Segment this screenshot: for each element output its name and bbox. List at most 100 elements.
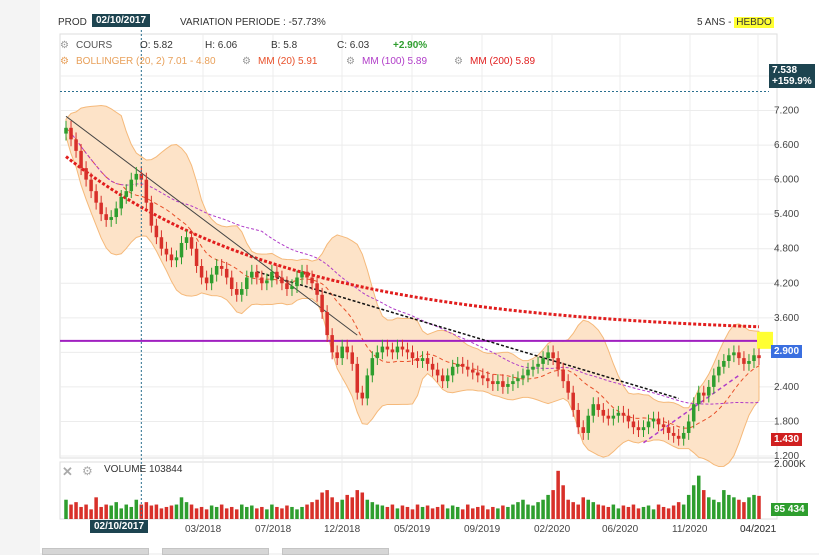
volume-bar — [676, 502, 681, 519]
volume-bar — [405, 506, 410, 519]
volume-bar — [435, 506, 440, 519]
candle-body — [471, 369, 475, 373]
candle-body — [320, 294, 324, 313]
volume-bar — [104, 504, 108, 519]
volume-bar — [114, 502, 118, 519]
volume-bar — [380, 505, 385, 519]
gear-icon[interactable]: ⚙ — [82, 464, 93, 478]
volume-bar — [209, 505, 214, 519]
volume-bar — [184, 502, 189, 519]
candle-body — [270, 271, 274, 281]
volume-bar — [596, 504, 601, 519]
open-value: O: 5.82 — [140, 40, 173, 51]
candle-body — [204, 277, 209, 284]
bollinger-area — [65, 105, 760, 468]
volume-bar — [531, 505, 535, 519]
volume-bar — [355, 490, 360, 519]
volume-bar — [586, 499, 591, 519]
candle-body — [99, 202, 103, 215]
candle-body — [255, 271, 259, 278]
candle-body — [214, 266, 219, 275]
candle-body — [89, 179, 93, 192]
period-selector[interactable]: 5 ANS - HEBDO — [697, 17, 774, 28]
period-hebdo[interactable]: HEBDO — [734, 17, 774, 28]
candle-body — [666, 427, 671, 433]
close-icon[interactable]: ✕ — [62, 464, 73, 479]
volume-bar — [350, 497, 354, 519]
volume-bar — [89, 509, 93, 519]
candle-body — [295, 277, 299, 287]
bottom-tab[interactable] — [162, 548, 269, 555]
bottom-tab[interactable] — [282, 548, 389, 555]
y-tick-label: 3.600 — [774, 313, 799, 324]
gear-icon[interactable]: ⚙ — [346, 56, 355, 67]
candle-body — [546, 352, 550, 359]
volume-bar — [696, 475, 701, 519]
x-tick-label: 06/2020 — [602, 524, 639, 535]
candle-body — [440, 375, 445, 382]
gear-icon[interactable]: ⚙ — [60, 56, 69, 67]
bottom-tab[interactable] — [42, 548, 149, 555]
volume-bar — [631, 504, 636, 519]
x-cursor-date-badge: 02/10/2017 — [90, 520, 149, 533]
candle-body — [636, 427, 641, 431]
volume-bar — [285, 505, 289, 519]
candle-body — [330, 335, 334, 353]
candle-body — [315, 283, 319, 295]
volume-bar — [295, 509, 299, 519]
candlesticks — [64, 120, 761, 446]
candle-body — [430, 363, 435, 370]
candle-body — [561, 369, 565, 382]
candle-body — [691, 404, 696, 422]
gear-icon[interactable]: ⚙ — [454, 56, 463, 67]
candle-body — [606, 415, 611, 419]
volume-bar — [606, 506, 611, 519]
cursor-price: 7.538 — [772, 65, 798, 76]
candle-body — [526, 369, 530, 376]
candle-body — [486, 378, 490, 382]
candle-body — [189, 237, 194, 249]
y-tick-label: 7.200 — [774, 106, 799, 117]
bollinger-band — [65, 105, 760, 468]
volume-bar — [556, 470, 560, 519]
mm100-legend: MM (100) 5.89 — [362, 56, 428, 67]
volume-bar — [179, 497, 184, 519]
volume-bar — [581, 497, 585, 519]
volume-bar — [425, 505, 430, 519]
volume-bar — [315, 499, 319, 519]
volume-bar — [290, 506, 294, 519]
cursor-date-badge: 02/10/2017 — [92, 14, 151, 27]
downtrend-extension — [256, 271, 679, 400]
volume-bar — [280, 508, 284, 519]
candle-body — [144, 179, 149, 203]
gear-icon[interactable]: ⚙ — [242, 56, 251, 67]
volume-bar — [134, 499, 139, 519]
variation-label: VARIATION PERIODE : -57.73% — [180, 17, 326, 28]
cours-label: COURS — [76, 40, 113, 51]
volume-bar — [330, 497, 334, 519]
candle-body — [64, 127, 68, 134]
candle-body — [450, 366, 455, 376]
low-price-tag: 1.430 — [771, 433, 803, 446]
volume-bar — [84, 504, 88, 519]
volume-bar — [455, 506, 460, 519]
candle-body — [325, 312, 329, 336]
volume-bar — [611, 504, 616, 519]
x-tick-label: 05/2019 — [394, 524, 431, 535]
gear-icon[interactable]: ⚙ — [60, 40, 69, 51]
volume-bar — [229, 506, 234, 519]
chart-canvas[interactable]: 7.8007.2006.6006.0005.4004.8004.2003.600… — [40, 0, 819, 553]
volume-bar — [300, 506, 304, 519]
candle-body — [566, 381, 570, 393]
candle-body — [385, 346, 390, 350]
volume-bar — [440, 504, 445, 519]
plot-border — [59, 33, 778, 459]
candle-body — [375, 352, 380, 359]
mm200-legend: MM (200) 5.89 — [470, 56, 536, 67]
candle-body — [119, 196, 123, 209]
candle-body — [696, 392, 701, 405]
volume-bar — [506, 506, 510, 519]
y-tick-label: 1.200 — [774, 451, 799, 462]
candle-body — [164, 248, 169, 255]
candle-body — [250, 271, 254, 278]
